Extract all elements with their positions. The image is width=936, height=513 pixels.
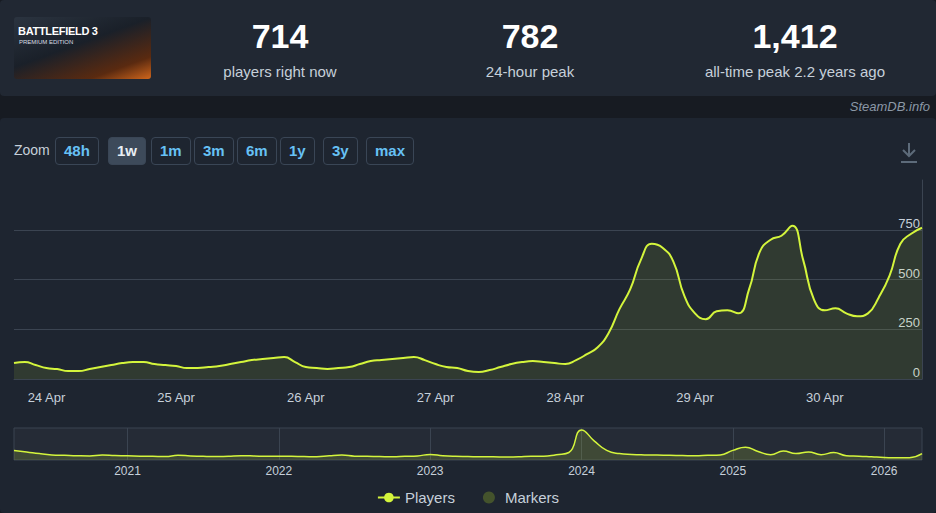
svg-text:2026: 2026 (871, 464, 898, 478)
svg-text:24 Apr: 24 Apr (28, 390, 66, 405)
html-text:714: 714 (251, 17, 309, 55)
html-text:1w: 1w (117, 142, 137, 159)
svg-text:Players: Players (405, 489, 455, 506)
html-text:all-time peak 2.2 years ago: all-time peak 2.2 years ago (704, 63, 885, 80)
svg-text:750: 750 (898, 216, 920, 231)
svg-text:2021: 2021 (114, 464, 141, 478)
svg-text:30 Apr: 30 Apr (806, 390, 844, 405)
svg-text:Markers: Markers (505, 489, 559, 506)
html-text:1m: 1m (160, 142, 182, 159)
svg-text:28 Apr: 28 Apr (546, 390, 584, 405)
html-text:1,412: 1,412 (752, 17, 838, 55)
html-text:players right now: players right now (223, 63, 337, 80)
html-text:48h: 48h (64, 142, 90, 159)
html-text:24-hour peak: 24-hour peak (485, 63, 575, 80)
html-text:1y: 1y (289, 142, 306, 159)
html-text:SteamDB.info: SteamDB.info (849, 99, 930, 114)
svg-text:27 Apr: 27 Apr (417, 390, 455, 405)
svg-text:26 Apr: 26 Apr (287, 390, 325, 405)
html-text:3m: 3m (203, 142, 225, 159)
svg-text:2025: 2025 (719, 464, 746, 478)
svg-text:2022: 2022 (265, 464, 292, 478)
html-text:max: max (375, 142, 405, 159)
html-text:PREMIUM EDITION: PREMIUM EDITION (19, 39, 74, 45)
html-text:782: 782 (501, 17, 559, 55)
html-text:6m: 6m (246, 142, 268, 159)
svg-text:2023: 2023 (417, 464, 444, 478)
html-text:BATTLEFIELD 3: BATTLEFIELD 3 (18, 25, 98, 37)
svg-text:2024: 2024 (568, 464, 595, 478)
svg-text:29 Apr: 29 Apr (676, 390, 714, 405)
html-text:3y: 3y (332, 142, 349, 159)
html-text:Zoom: Zoom (14, 142, 50, 158)
svg-text:25 Apr: 25 Apr (157, 390, 195, 405)
